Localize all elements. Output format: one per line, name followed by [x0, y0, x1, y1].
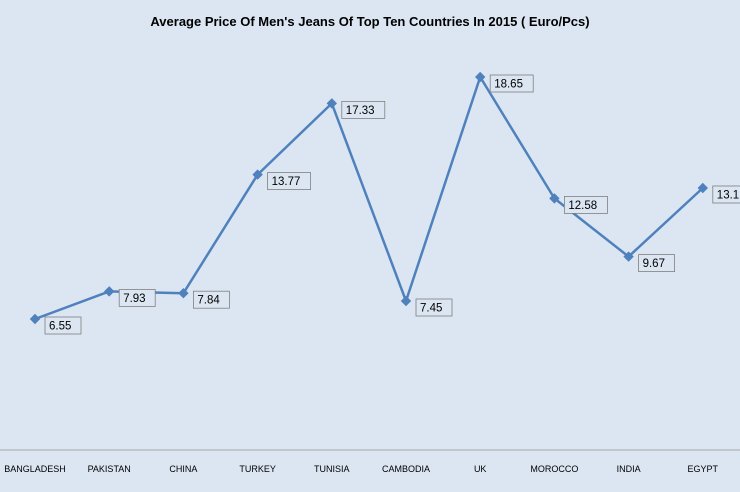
data-label-text: 12.58: [568, 200, 597, 212]
data-label-box: [564, 195, 608, 214]
data-point-egypt: [697, 182, 709, 194]
data-label-box: [489, 74, 534, 93]
data-label-tunisia: 17.33: [341, 101, 386, 119]
data-label-box: [638, 254, 675, 273]
data-label-text: 13.1: [717, 190, 739, 202]
x-tick-label-egypt: EGYPT: [688, 464, 719, 474]
data-point-india: [623, 251, 634, 262]
x-tick-label-india: INDIA: [617, 464, 641, 474]
data-label-box: [192, 290, 230, 309]
data-point-tunisia: [326, 98, 338, 109]
data-label-box: [712, 185, 740, 204]
data-label-text: 6.55: [49, 321, 71, 333]
data-label-text: 9.67: [643, 258, 665, 270]
x-tick-label-turkey: TURKEY: [239, 464, 276, 474]
data-label-box: [341, 101, 386, 119]
data-point-bangladesh: [29, 313, 41, 325]
data-label-cambodia: 7.45: [415, 298, 453, 317]
x-tick-label-pakistan: PAKISTAN: [88, 464, 131, 474]
data-label-box: [267, 172, 312, 191]
data-label-layer: 6.55 7.93 7.84 13.77 17.33 7.45 18.65 12.58 9.67…: [44, 74, 740, 335]
data-point-pakistan: [103, 286, 115, 297]
x-tick-label-cambodia: CAMBODIA: [382, 464, 430, 474]
data-label-text: 7.45: [420, 303, 442, 315]
chart-title: Average Price Of Men's Jeans Of Top Ten …: [150, 14, 589, 29]
x-tick-label-layer: BANGLADESH PAKISTAN CHINA TURKEY TUNISIA CAMB…: [4, 464, 718, 474]
data-label-text: 13.77: [272, 176, 301, 188]
x-tick-label-tunisia: TUNISIA: [314, 464, 350, 474]
data-label-india: 9.67: [638, 254, 675, 273]
data-label-china: 7.84: [192, 290, 230, 309]
data-label-text: 17.33: [346, 105, 375, 117]
data-label-text: 7.93: [123, 293, 145, 305]
data-point-china: [178, 287, 189, 299]
data-label-bangladesh: 6.55: [44, 316, 82, 335]
x-tick-label-uk: UK: [474, 464, 487, 474]
data-label-box: [415, 298, 453, 317]
data-point-uk: [474, 71, 486, 83]
data-label-box: [118, 288, 156, 307]
data-label-pakistan: 7.93: [118, 288, 156, 307]
x-tick-label-bangladesh: BANGLADESH: [4, 464, 66, 474]
data-label-box: [44, 316, 82, 335]
data-label-morocco: 12.58: [564, 195, 608, 214]
data-point-turkey: [252, 169, 263, 180]
data-label-egypt: 13.1: [712, 185, 740, 204]
data-point-cambodia: [400, 295, 412, 307]
data-label-text: 7.84: [197, 295, 220, 307]
data-point-morocco: [549, 193, 560, 204]
data-label-uk: 18.65: [489, 74, 534, 93]
x-tick-label-china: CHINA: [169, 464, 197, 474]
data-label-text: 18.65: [494, 79, 523, 91]
data-label-turkey: 13.77: [267, 172, 312, 191]
x-tick-label-morocco: MOROCCO: [530, 464, 578, 474]
